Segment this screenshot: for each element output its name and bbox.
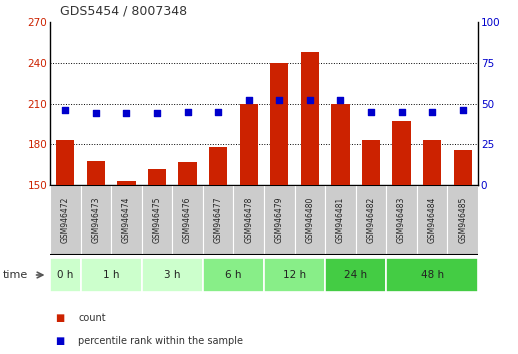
- Bar: [393, 121, 411, 185]
- Point: [61, 107, 69, 113]
- Bar: [300, 52, 319, 185]
- Bar: [448, 185, 478, 255]
- Bar: [172, 185, 203, 255]
- Text: GSM946473: GSM946473: [91, 197, 100, 243]
- Text: GSM946475: GSM946475: [152, 197, 162, 243]
- Bar: [234, 185, 264, 255]
- Text: 3 h: 3 h: [164, 270, 181, 280]
- Bar: [81, 258, 142, 292]
- Bar: [325, 185, 356, 255]
- Point: [367, 109, 375, 114]
- Bar: [209, 147, 227, 185]
- Text: GSM946474: GSM946474: [122, 197, 131, 243]
- Text: GSM946483: GSM946483: [397, 197, 406, 243]
- Bar: [264, 258, 325, 292]
- Bar: [264, 185, 295, 255]
- Bar: [50, 258, 81, 292]
- Bar: [362, 140, 380, 185]
- Text: GSM946476: GSM946476: [183, 197, 192, 243]
- Bar: [417, 185, 448, 255]
- Text: percentile rank within the sample: percentile rank within the sample: [79, 336, 243, 346]
- Text: GSM946482: GSM946482: [367, 197, 376, 243]
- Bar: [423, 140, 441, 185]
- Point: [122, 110, 131, 116]
- Point: [153, 110, 161, 116]
- Bar: [331, 103, 350, 185]
- Text: GSM946478: GSM946478: [244, 197, 253, 243]
- Bar: [203, 258, 264, 292]
- Bar: [50, 185, 81, 255]
- Point: [306, 97, 314, 103]
- Bar: [325, 258, 386, 292]
- Bar: [111, 185, 142, 255]
- Text: GSM946479: GSM946479: [275, 197, 284, 243]
- Text: 0 h: 0 h: [57, 270, 74, 280]
- Bar: [270, 63, 289, 185]
- Text: 1 h: 1 h: [103, 270, 119, 280]
- Point: [92, 110, 100, 116]
- Text: GSM946472: GSM946472: [61, 197, 70, 243]
- Text: 48 h: 48 h: [421, 270, 444, 280]
- Bar: [56, 140, 75, 185]
- Bar: [295, 185, 325, 255]
- Bar: [178, 162, 197, 185]
- Bar: [142, 185, 172, 255]
- Text: GSM946477: GSM946477: [213, 197, 223, 243]
- Text: count: count: [79, 313, 106, 323]
- Bar: [148, 169, 166, 185]
- Point: [183, 109, 192, 114]
- Text: 24 h: 24 h: [344, 270, 367, 280]
- Text: GDS5454 / 8007348: GDS5454 / 8007348: [61, 5, 188, 18]
- Text: ■: ■: [55, 336, 64, 346]
- Point: [458, 107, 467, 113]
- Point: [214, 109, 222, 114]
- Bar: [386, 258, 478, 292]
- Text: GSM946480: GSM946480: [305, 197, 314, 243]
- Bar: [386, 185, 417, 255]
- Bar: [203, 185, 234, 255]
- Bar: [117, 181, 136, 185]
- Text: 12 h: 12 h: [283, 270, 306, 280]
- Text: GSM946481: GSM946481: [336, 197, 345, 243]
- Point: [428, 109, 436, 114]
- Bar: [142, 258, 203, 292]
- Bar: [81, 185, 111, 255]
- Bar: [454, 150, 472, 185]
- Text: GSM946484: GSM946484: [428, 197, 437, 243]
- Bar: [356, 185, 386, 255]
- Bar: [239, 103, 258, 185]
- Text: GSM946485: GSM946485: [458, 197, 467, 243]
- Text: ■: ■: [55, 313, 64, 323]
- Text: 6 h: 6 h: [225, 270, 242, 280]
- Bar: [87, 161, 105, 185]
- Point: [336, 97, 344, 103]
- Point: [275, 97, 283, 103]
- Text: time: time: [3, 270, 28, 280]
- Point: [397, 109, 406, 114]
- Point: [244, 97, 253, 103]
